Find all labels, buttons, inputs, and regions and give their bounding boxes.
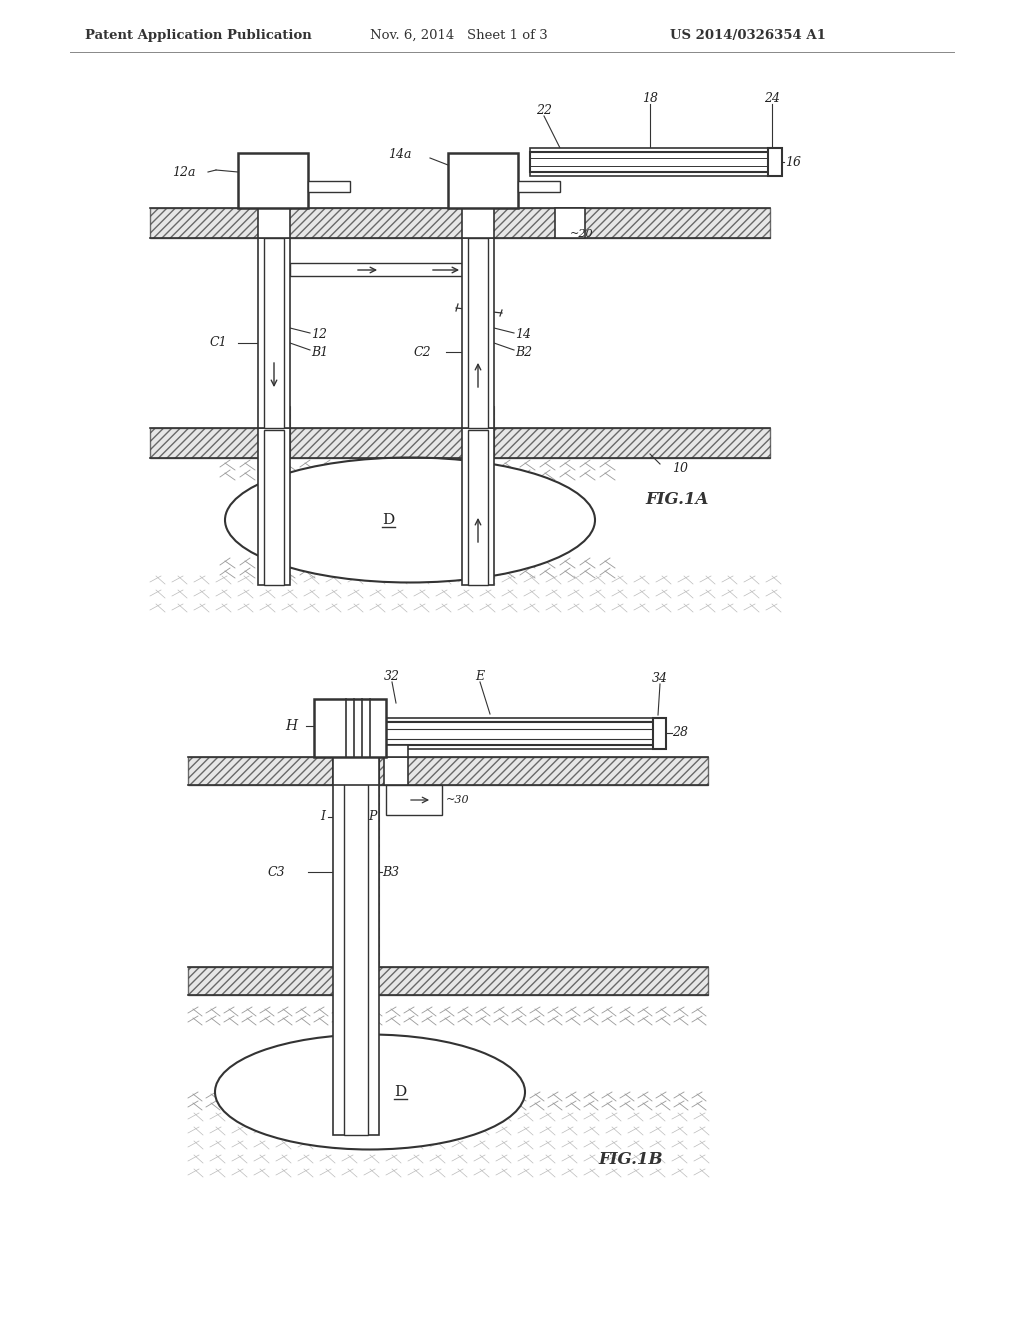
Bar <box>518 181 560 191</box>
Bar <box>333 756 379 1135</box>
Text: ~30: ~30 <box>446 795 470 805</box>
Text: D: D <box>394 1085 407 1100</box>
Bar <box>555 209 585 238</box>
Bar <box>150 209 770 238</box>
Text: 22: 22 <box>536 103 552 116</box>
Text: D: D <box>382 513 394 527</box>
Text: 28: 28 <box>672 726 688 739</box>
Text: Nov. 6, 2014   Sheet 1 of 3: Nov. 6, 2014 Sheet 1 of 3 <box>370 29 548 41</box>
Bar <box>653 718 666 748</box>
Text: C3: C3 <box>268 866 286 879</box>
Text: B2: B2 <box>515 346 532 359</box>
Text: ~20: ~20 <box>570 228 594 239</box>
Bar <box>264 238 284 428</box>
Bar <box>188 968 708 995</box>
Bar <box>386 785 442 814</box>
Text: P: P <box>368 810 377 824</box>
Bar <box>333 756 379 785</box>
Text: B1: B1 <box>311 346 328 359</box>
Text: C1: C1 <box>210 337 227 350</box>
Bar <box>449 153 518 209</box>
Bar <box>768 148 782 176</box>
Ellipse shape <box>215 1035 525 1150</box>
Bar <box>462 428 494 585</box>
Bar <box>258 407 290 458</box>
Text: 16: 16 <box>785 156 801 169</box>
Text: FIG.1B: FIG.1B <box>598 1151 663 1168</box>
Bar <box>462 407 494 458</box>
Bar <box>384 744 408 756</box>
Text: I: I <box>319 810 325 824</box>
Text: 14a: 14a <box>388 149 412 161</box>
Bar <box>462 238 494 428</box>
Bar <box>530 148 770 176</box>
Text: 14: 14 <box>515 327 531 341</box>
Ellipse shape <box>225 458 595 582</box>
Text: E: E <box>475 669 484 682</box>
Text: C2: C2 <box>414 346 432 359</box>
Bar <box>308 181 350 191</box>
Bar <box>384 756 408 785</box>
Text: 34: 34 <box>652 672 668 685</box>
Bar <box>150 428 770 458</box>
Bar <box>384 718 654 748</box>
Text: FIG.1A: FIG.1A <box>645 491 709 508</box>
Bar <box>530 152 770 172</box>
Bar <box>468 238 488 428</box>
Text: Patent Application Publication: Patent Application Publication <box>85 29 311 41</box>
Bar <box>258 238 290 428</box>
Bar <box>468 430 488 585</box>
Text: B3: B3 <box>382 866 399 879</box>
Text: 10: 10 <box>672 462 688 474</box>
Bar <box>344 755 368 1135</box>
Text: H: H <box>285 719 297 733</box>
Bar <box>290 263 462 276</box>
Text: 32: 32 <box>384 669 400 682</box>
Text: 18: 18 <box>642 91 658 104</box>
Text: 24: 24 <box>764 91 780 104</box>
Bar <box>238 153 308 209</box>
Text: 12a: 12a <box>172 165 196 178</box>
Bar <box>264 430 284 585</box>
Bar <box>314 700 386 756</box>
Bar <box>462 209 494 238</box>
Text: US 2014/0326354 A1: US 2014/0326354 A1 <box>670 29 826 41</box>
Bar <box>258 428 290 585</box>
Bar <box>258 209 290 238</box>
Bar <box>384 722 654 744</box>
Bar <box>333 752 379 968</box>
Text: 12: 12 <box>311 327 327 341</box>
Bar <box>188 756 708 785</box>
